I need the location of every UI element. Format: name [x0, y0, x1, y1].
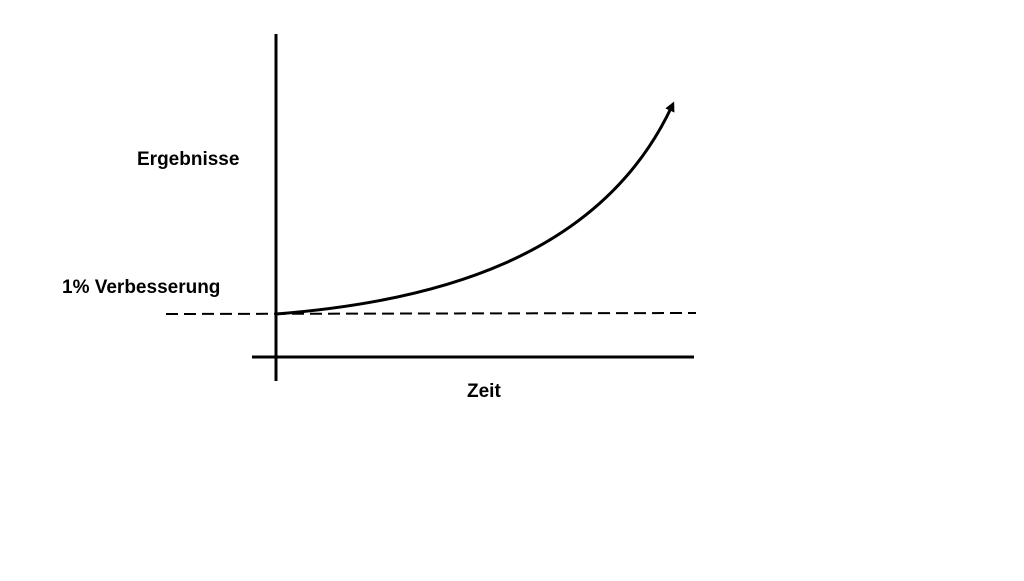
y-axis-label: Ergebnisse	[137, 149, 240, 170]
baseline-label: 1% Verbesserung	[62, 277, 221, 298]
growth-curve	[274, 101, 675, 316]
x-axis-label: Zeit	[467, 381, 501, 402]
baseline-dashed-line	[165, 312, 697, 315]
